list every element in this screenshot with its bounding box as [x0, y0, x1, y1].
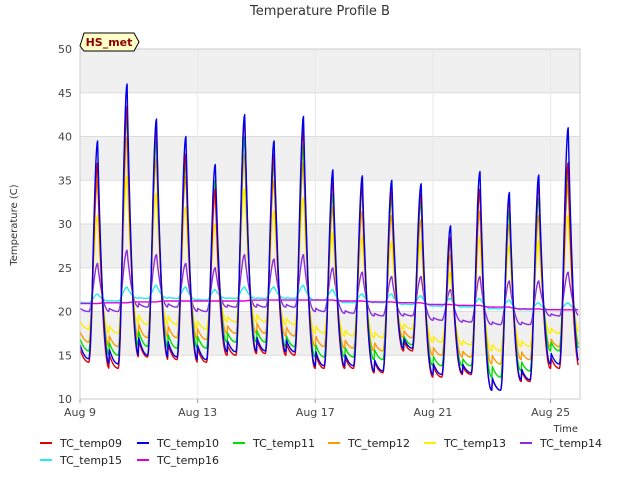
x-tick-label: Aug 13 — [178, 406, 217, 419]
plot-frame — [79, 48, 581, 400]
series-layer — [79, 83, 579, 391]
badge-label: HS_met — [86, 36, 133, 49]
x-axis-label: Time — [553, 424, 578, 435]
plot-band — [80, 49, 580, 93]
x-tick-label: Aug 25 — [531, 406, 570, 419]
y-axis-label: Temperature (C) — [9, 184, 20, 266]
axes: 10 15 20 25 30 35 40 45 50 Aug 9 Aug 13 Aug 17 Aug 2… — [58, 43, 581, 419]
x-tick-label: Aug 17 — [296, 406, 335, 419]
legend-label: TC_temp13 — [443, 437, 506, 450]
legend-label: TC_temp16 — [156, 454, 219, 467]
badge-shape — [79, 32, 140, 52]
y-tick-label: 40 — [58, 131, 72, 144]
y-tick-label: 30 — [58, 218, 72, 231]
legend-label: TC_temp12 — [347, 437, 410, 450]
y-tick-label: 50 — [58, 43, 72, 56]
x-tick-label: Aug 9 — [64, 406, 96, 419]
series-line-TC_temp10 — [79, 83, 579, 391]
legend-label: TC_temp14 — [539, 437, 602, 450]
legend-label: TC_temp11 — [252, 437, 315, 450]
y-tick-label: 10 — [58, 393, 72, 406]
legend-label: TC_temp15 — [59, 454, 122, 467]
legend-label: TC_temp10 — [156, 437, 219, 450]
legend-label: TC_temp09 — [59, 437, 122, 450]
chart-title: Temperature Profile B — [249, 4, 390, 19]
y-tick-label: 15 — [58, 349, 72, 362]
y-tick-label: 20 — [58, 306, 72, 319]
x-tick-label: Aug 21 — [413, 406, 452, 419]
y-tick-label: 45 — [58, 87, 72, 100]
legend: TC_temp09 TC_temp10 TC_temp11 TC_temp12 TC_t… — [40, 437, 602, 467]
y-tick-label: 35 — [58, 174, 72, 187]
hs-met-badge: HS_met — [79, 32, 140, 52]
plot-band — [80, 136, 580, 181]
plot-band — [80, 311, 580, 356]
y-tick-label: 25 — [58, 262, 72, 275]
